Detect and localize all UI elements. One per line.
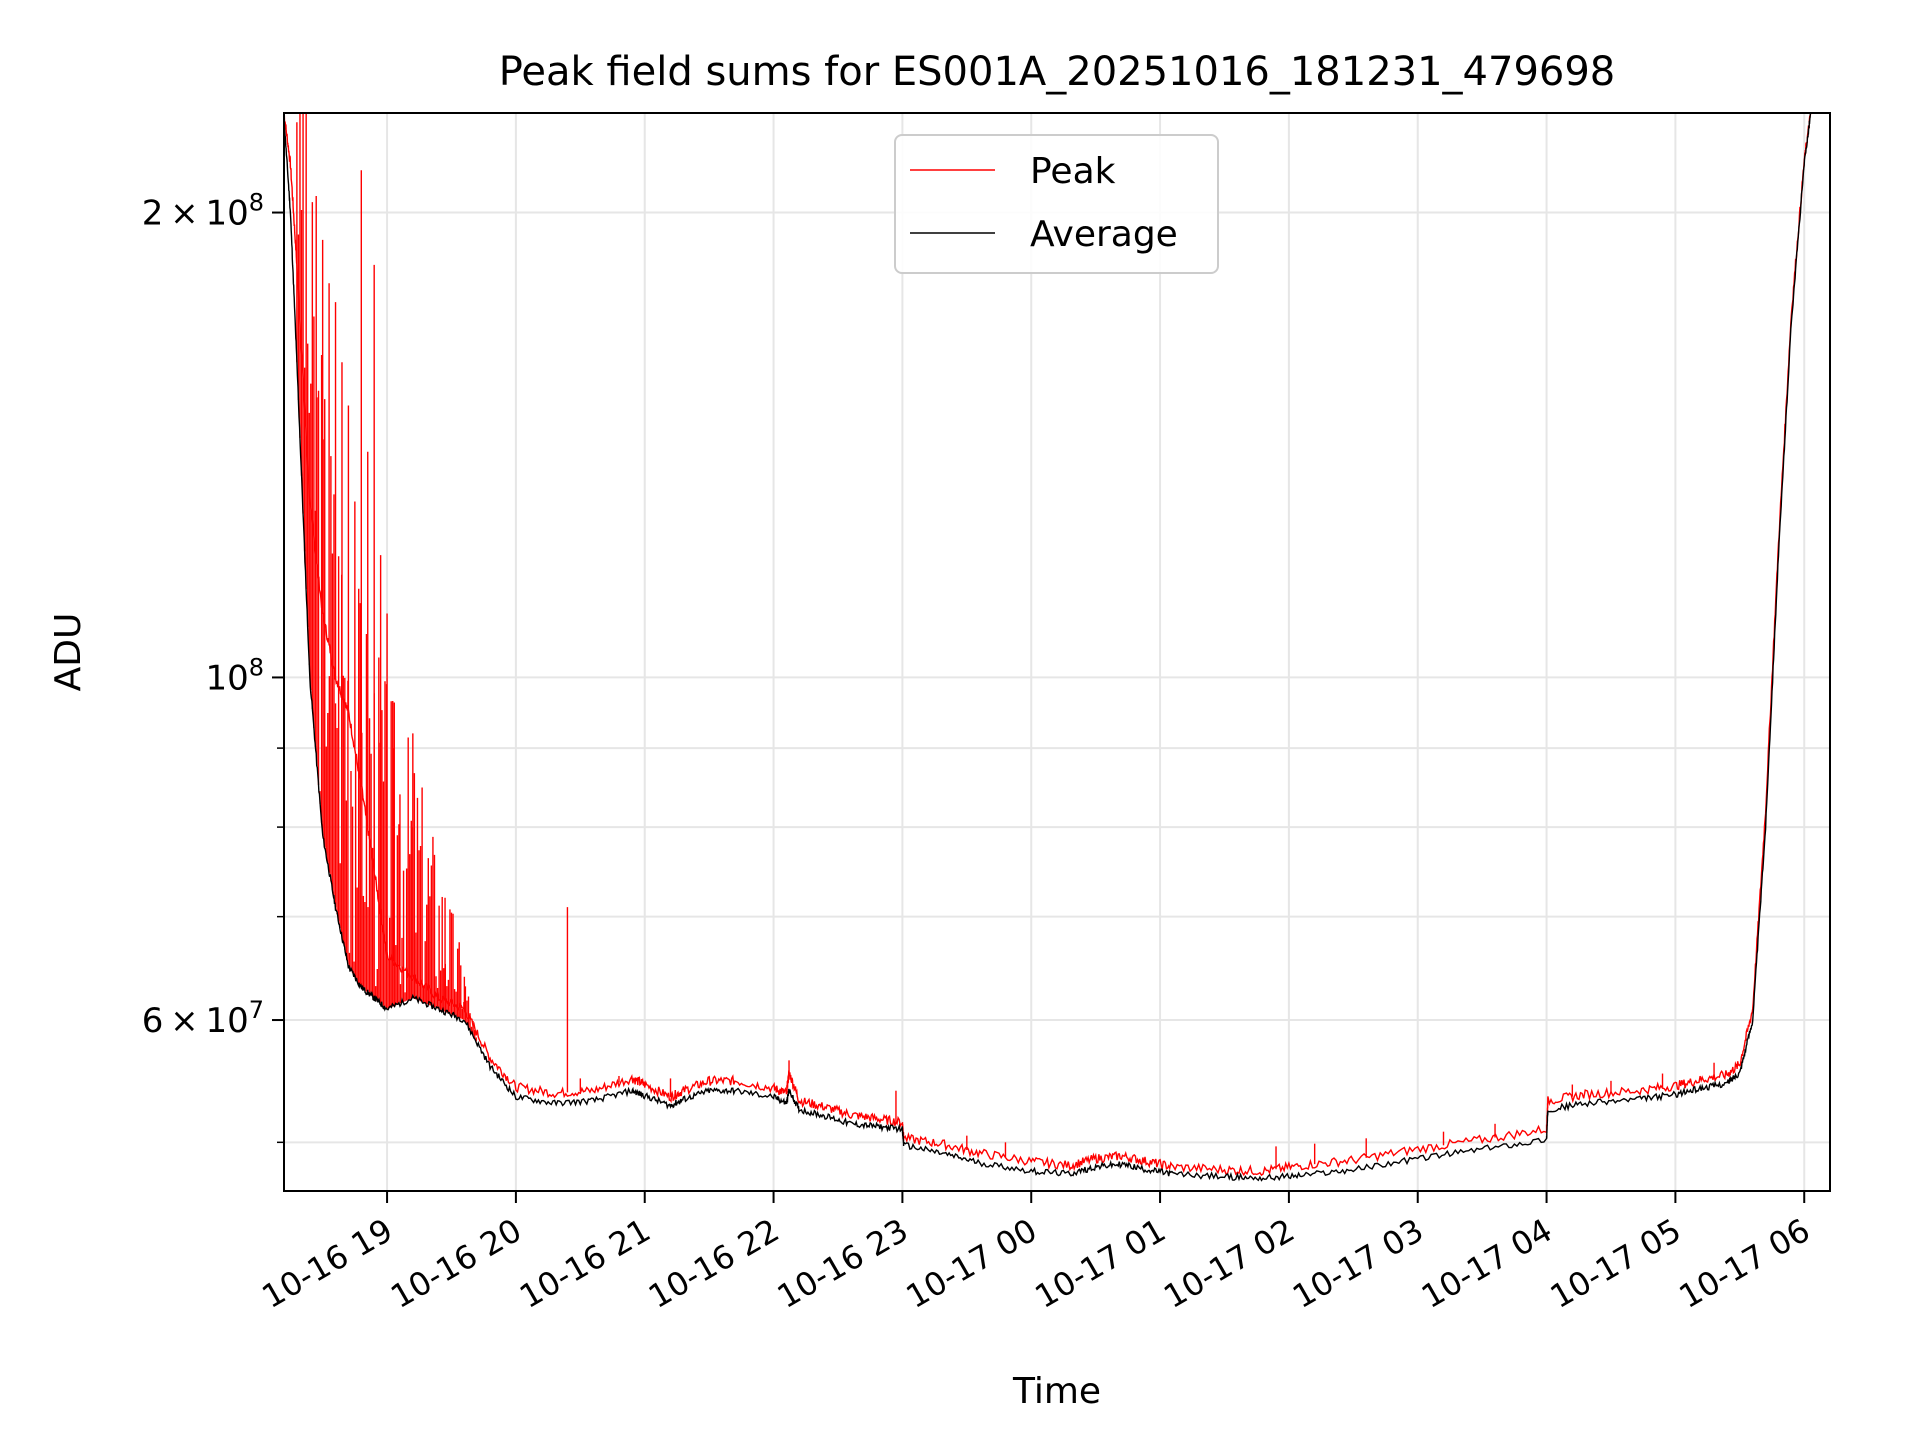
- y-tick-times: ×: [163, 1001, 205, 1041]
- grid: [284, 113, 1830, 1191]
- legend: Peak Average: [894, 134, 1219, 274]
- legend-average-label: Average: [1030, 214, 1178, 255]
- chart-title: Peak field sums for ES001A_20251016_1812…: [499, 49, 1616, 95]
- y-tick-exponent: 8: [249, 189, 264, 217]
- y-tick-label: 108: [205, 653, 264, 698]
- average-series-line: [284, 113, 1812, 1182]
- y-tick-label: 6 × 107: [142, 996, 264, 1041]
- y-tick-exponent: 8: [249, 653, 264, 681]
- y-tick-base: 10: [205, 194, 248, 234]
- axes-frame: [283, 112, 1831, 1192]
- y-tick-exponent: 7: [249, 996, 264, 1024]
- legend-peak-label: Peak: [1030, 151, 1116, 192]
- y-tick-mantissa: 6: [142, 1001, 164, 1041]
- plot-area: [284, 113, 1830, 1191]
- y-tick-base: 10: [205, 658, 248, 698]
- y-tick-times: ×: [163, 194, 205, 234]
- x-axis-label: Time: [1012, 1371, 1101, 1412]
- y-axis-label: ADU: [48, 613, 89, 692]
- series-layer: [284, 113, 1812, 1182]
- y-tick-mantissa: 2: [142, 194, 164, 234]
- y-tick-base: 10: [205, 1001, 248, 1041]
- y-tick-label: 2 × 108: [142, 189, 264, 234]
